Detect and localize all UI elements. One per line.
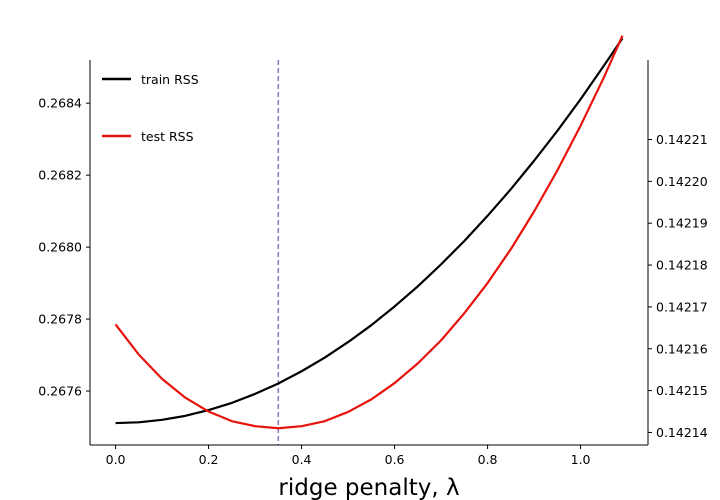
left-y-tick-label: 0.2676 (38, 384, 82, 399)
series-layer (114, 35, 624, 430)
series-line-train (115, 37, 624, 425)
x-tick-label: 0.0 (106, 452, 126, 467)
right-y-tick-label: 0.14220 (656, 174, 708, 189)
right-y-tick-label: 0.14214 (656, 425, 708, 440)
axes-layer: 0.0 0.2 0.4 0.6 0.8 1.0 0.2676 0.2678 0.2680 0.26… (38, 60, 708, 467)
right-y-tick-label: 0.14215 (656, 383, 708, 398)
x-tick-label: 0.2 (199, 452, 219, 467)
x-tick-label: 1.0 (571, 452, 591, 467)
right-y-tick-label: 0.14217 (656, 299, 708, 314)
right-y-tick-label: 0.14219 (656, 216, 708, 231)
legend: train RSS test RSS (102, 72, 199, 144)
right-y-tick-label: 0.14218 (656, 258, 708, 273)
left-y-tick-label: 0.2682 (38, 168, 82, 183)
legend-label-train: train RSS (141, 72, 199, 87)
legend-label-test: test RSS (141, 129, 194, 144)
series-line-test (114, 35, 624, 430)
x-axis-label: ridge penalty, λ (278, 475, 459, 500)
left-y-tick-label: 0.2680 (38, 240, 82, 255)
left-y-tick-label: 0.2684 (38, 96, 82, 111)
right-y-tick-label: 0.14216 (656, 341, 708, 356)
left-y-tick-label: 0.2678 (38, 312, 82, 327)
right-y-tick-label: 0.14221 (656, 132, 708, 147)
x-tick-label: 0.8 (478, 452, 498, 467)
x-tick-label: 0.6 (385, 452, 405, 467)
x-tick-label: 0.4 (292, 452, 312, 467)
